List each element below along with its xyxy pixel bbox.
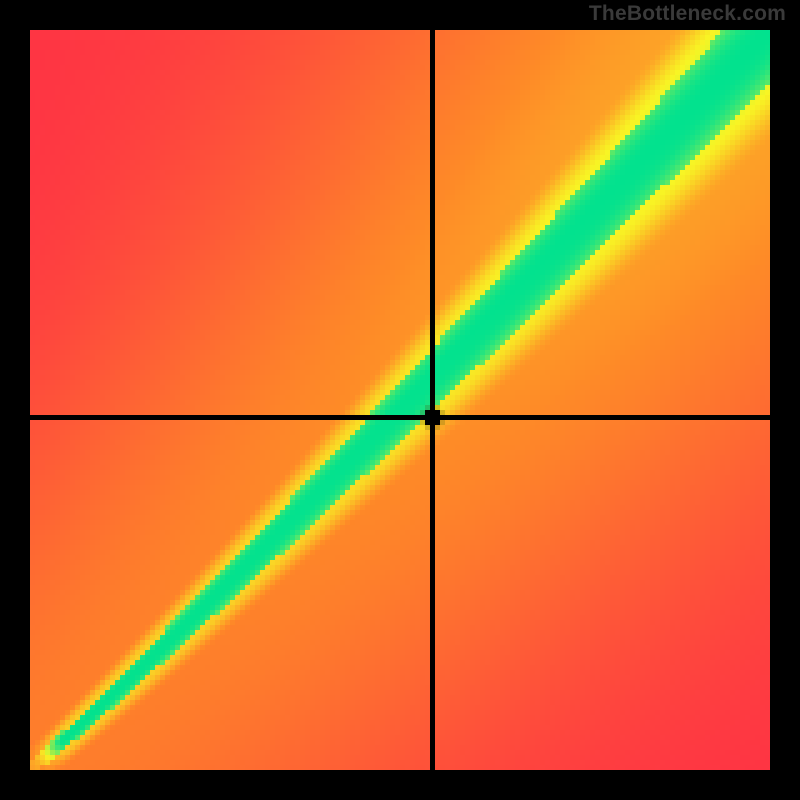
heatmap-plot	[30, 30, 770, 770]
chart-container: { "watermark": { "text": "TheBottleneck.…	[0, 0, 800, 800]
watermark-text: TheBottleneck.com	[589, 2, 786, 26]
heatmap-canvas	[30, 30, 770, 770]
